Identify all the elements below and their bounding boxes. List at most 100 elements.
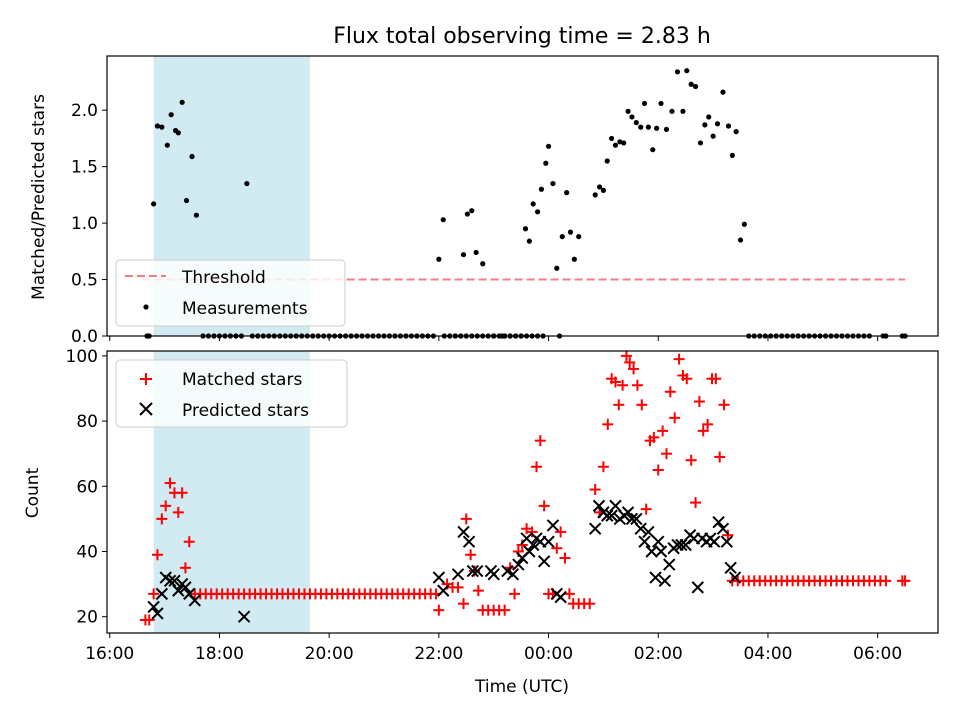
- matched-point: [880, 575, 892, 587]
- measurement-point: [189, 153, 195, 160]
- x-tick-label: 02:00: [634, 644, 683, 664]
- predicted-point: [645, 545, 658, 558]
- measurement-point: [151, 201, 157, 207]
- predicted-point: [168, 574, 181, 588]
- chart-title: Flux total observing time = 2.83 h: [333, 24, 711, 49]
- matched-point: [526, 526, 538, 538]
- measurement-point: [706, 114, 712, 120]
- measurement-point: [604, 158, 610, 164]
- y-tick-label: 100: [66, 347, 98, 367]
- predicted-point: [712, 515, 725, 529]
- predicted-point: [151, 607, 164, 620]
- measurement-point: [469, 208, 475, 214]
- matched-point: [176, 487, 188, 499]
- matched-point: [516, 539, 528, 551]
- x-tick-label: 20:00: [305, 644, 354, 664]
- measurement-point: [720, 89, 726, 95]
- y-tick-label: 1.0: [71, 214, 98, 234]
- measurement-point: [710, 133, 716, 139]
- matched-point: [602, 418, 614, 430]
- y-tick-label: 40: [76, 542, 98, 562]
- matched-point: [652, 464, 664, 476]
- measurement-point: [545, 143, 552, 149]
- matched-point: [179, 562, 191, 574]
- matched-point: [509, 588, 521, 600]
- measurement-point: [654, 125, 660, 131]
- matched-point: [143, 614, 155, 626]
- matched-point: [555, 526, 567, 538]
- matched-point: [702, 418, 714, 430]
- measurement-point: [592, 192, 598, 198]
- matched-point: [624, 356, 636, 368]
- matched-point: [458, 598, 470, 610]
- bottom-xlabel: Time (UTC): [474, 677, 569, 697]
- matched-point: [499, 604, 511, 616]
- measurement-point: [244, 180, 250, 187]
- predicted-point: [630, 512, 643, 526]
- predicted-point: [588, 522, 602, 535]
- matched-point: [710, 373, 722, 385]
- measurement-point: [480, 261, 486, 267]
- predicted-point: [654, 545, 668, 558]
- measurement-point: [680, 108, 686, 114]
- matched-point: [452, 581, 464, 593]
- measurement-point: [154, 123, 161, 129]
- predicted-point: [462, 535, 476, 548]
- measurement-point: [522, 226, 529, 232]
- measurement-point: [729, 152, 735, 158]
- predicted-point: [691, 581, 704, 594]
- measurement-point: [554, 265, 560, 271]
- predicted-point: [179, 581, 192, 594]
- measurement-point: [737, 237, 744, 243]
- matched-point: [714, 451, 726, 463]
- matched-point: [534, 435, 546, 447]
- predicted-point: [542, 535, 555, 548]
- measurement-point: [714, 121, 721, 127]
- measurement-point: [609, 135, 615, 142]
- matched-point: [183, 536, 195, 548]
- legend-threshold-label: Threshold: [181, 268, 266, 288]
- matched-point: [628, 363, 640, 375]
- matched-point: [669, 412, 681, 424]
- measurement-point: [741, 221, 747, 227]
- axes-frame: [106, 350, 939, 634]
- predicted-point: [526, 538, 540, 552]
- measurement-point: [650, 147, 656, 153]
- bottom-legend: Matched stars Predicted stars: [115, 359, 348, 428]
- predicted-point: [437, 584, 450, 597]
- legend-predicted-swatch: [139, 402, 153, 416]
- measurement-point: [645, 124, 651, 130]
- matched-point: [657, 425, 669, 437]
- measurement-point: [612, 142, 619, 148]
- measurement-point: [193, 212, 200, 218]
- measurement-point: [464, 211, 470, 217]
- y-tick-label: 0.0: [71, 327, 98, 347]
- predicted-point: [457, 525, 470, 539]
- matched-point: [640, 503, 652, 515]
- matched-point: [148, 588, 160, 600]
- top-ylabel: Matched/Predicted stars: [29, 94, 49, 300]
- matched-point: [160, 500, 172, 512]
- matched-point: [597, 461, 609, 473]
- measurement-point: [658, 100, 664, 107]
- predicted-point: [451, 568, 465, 581]
- predicted-point: [720, 535, 734, 548]
- predicted-point: [506, 568, 520, 581]
- measurement-point: [625, 108, 631, 114]
- matched-point: [722, 529, 734, 541]
- measurement-point: [179, 99, 185, 105]
- y-tick-label: 80: [76, 412, 98, 432]
- predicted-point: [649, 571, 662, 584]
- predicted-point: [625, 512, 639, 526]
- measurement-point: [663, 126, 670, 132]
- predicted-point: [466, 564, 480, 578]
- top-legend: Threshold Measurements: [115, 259, 346, 327]
- matched-point: [636, 399, 648, 411]
- y-tick-label: 2.0: [71, 101, 98, 121]
- matched-point: [648, 431, 660, 443]
- matched-point: [617, 379, 629, 391]
- predicted-point: [638, 535, 651, 548]
- measurement-point: [692, 83, 699, 90]
- predicted-point: [546, 519, 560, 532]
- measurement-point: [633, 120, 639, 126]
